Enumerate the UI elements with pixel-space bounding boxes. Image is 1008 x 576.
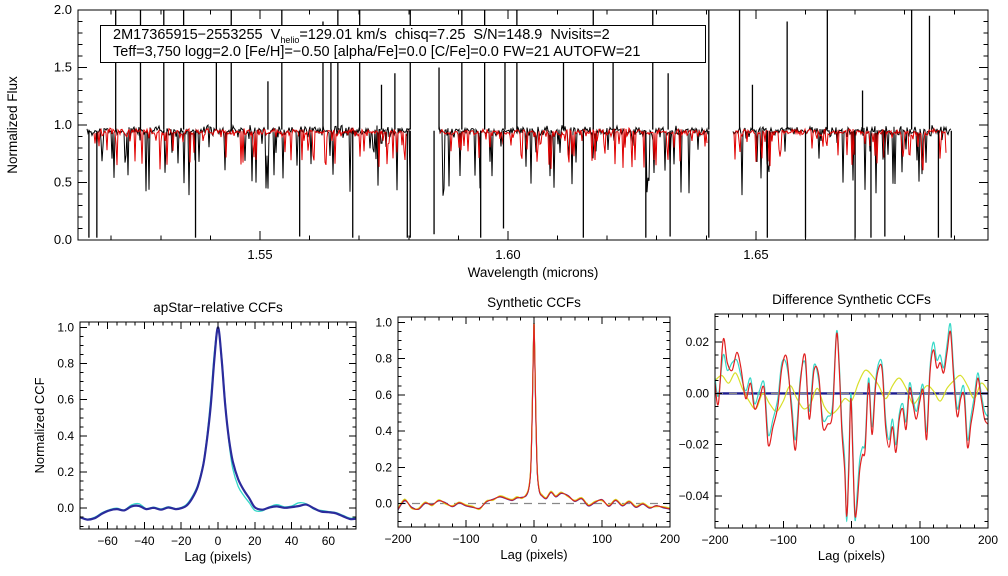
ccf_apstar-labels: −60 −40 −20 0 20 40 60 0.0 0.2 0.4 0.6 0.8 1.0 Lag (p… — [32, 300, 335, 564]
x-tick-label: −60 — [97, 534, 118, 548]
series-diff-cyan — [714, 322, 989, 523]
vhelio-subscript: helio — [280, 34, 300, 45]
y-tick-label: 0.8 — [375, 352, 392, 366]
series-syn-ccf-green — [397, 321, 671, 510]
spectrum-axes — [77, 9, 989, 241]
y-tick-label: 0.2 — [57, 465, 74, 479]
ccf_difference-x-axis-title: Lag (pixels) — [818, 548, 885, 563]
y-tick-label: 0.0 — [57, 501, 74, 515]
y-tick-label: −0.04 — [679, 489, 710, 503]
y-tick-label: 0.8 — [57, 357, 74, 371]
ccf_difference-axes — [714, 313, 989, 529]
x-tick-label: 0 — [215, 534, 222, 548]
x-tick-label: 200 — [660, 532, 680, 546]
series-syn-ccf-red — [397, 321, 671, 510]
ccf_apstar-title: apStar−relative CCFs — [153, 300, 283, 315]
x-tick-label: 1.65 — [743, 247, 768, 262]
info-line-1: 2M17365915−2553255 Vhelio=129.01 km/s ch… — [113, 27, 705, 44]
x-tick-label: −40 — [134, 534, 155, 548]
y-tick-label: 0.6 — [375, 388, 392, 402]
spectrum-y-axis-title: Normalized Flux — [5, 76, 20, 174]
ccf_difference-labels: −200 −100 0 100 200 0.02 0.00 −0.02 −0.04 Lag (pi… — [679, 292, 999, 563]
y-tick-label: 0.0 — [375, 496, 392, 510]
x-tick-label: 1.55 — [247, 247, 272, 262]
y-tick-label: 1.0 — [54, 117, 72, 132]
ccf_apstar-axes — [79, 321, 357, 530]
star-id-and-vhelio: 2M17365915−2553255 V — [113, 27, 281, 43]
ccf_apstar-x-axis-title: Lag (pixels) — [184, 549, 251, 564]
y-tick-label: 0.4 — [375, 424, 392, 438]
y-tick-label: 2.0 — [54, 2, 72, 17]
y-tick-label: 1.5 — [54, 60, 72, 75]
ccf_difference-plot — [714, 322, 989, 523]
info-box: 2M17365915−2553255 Vhelio=129.01 km/s ch… — [100, 25, 706, 63]
info-line-2: Teff=3,750 logg=2.0 [Fe/H]=−0.50 [alpha/… — [113, 43, 641, 60]
x-tick-label: −200 — [384, 532, 411, 546]
y-tick-label: 1.0 — [57, 320, 74, 334]
x-tick-label: −20 — [171, 534, 192, 548]
x-tick-label: −100 — [452, 532, 479, 546]
y-tick-label: −0.02 — [679, 438, 710, 452]
ccf_difference-title: Difference Synthetic CCFs — [772, 292, 931, 307]
y-tick-label: 0.00 — [686, 386, 710, 400]
y-tick-label: 0.2 — [375, 460, 392, 474]
x-tick-label: 100 — [592, 532, 612, 546]
y-tick-label: 0.0 — [54, 232, 72, 247]
spectrum-labels: 1.55 1.60 1.65 0.0 0.5 1.0 1.5 2.0 Wavelength (m… — [5, 2, 769, 280]
y-tick-label: 1.0 — [375, 315, 392, 329]
x-tick-label: −100 — [770, 533, 797, 547]
ccf_synthetic-labels: −200 −100 0 100 200 0.0 0.2 0.4 0.6 0.8 1.0 Lag (pi… — [375, 295, 680, 562]
y-tick-label: 0.02 — [686, 335, 710, 349]
x-tick-label: 1.60 — [495, 247, 520, 262]
ccf_synthetic-axes — [397, 316, 671, 528]
x-tick-label: 100 — [910, 533, 930, 547]
series-ccf-visit — [79, 326, 357, 520]
series-syn-ccf-yellow — [397, 321, 671, 511]
y-tick-label: 0.5 — [54, 175, 72, 190]
series-diff-red — [714, 330, 989, 518]
y-tick-label: 0.6 — [57, 393, 74, 407]
series-syn-ccf-blue — [397, 321, 671, 511]
ccf_synthetic-plot — [397, 321, 671, 511]
x-tick-label: 20 — [248, 534, 262, 548]
spectrum-x-axis-title: Wavelength (microns) — [468, 265, 599, 280]
ccf_apstar-y-axis-title: Normalized CCF — [32, 377, 47, 473]
ccf_synthetic-x-axis-title: Lag (pixels) — [500, 547, 567, 562]
series-synthetic-spectrum — [93, 126, 947, 171]
x-tick-label: 0 — [848, 533, 855, 547]
fit-stats: =129.01 km/s chisq=7.25 S/N=148.9 Nvisit… — [299, 27, 610, 43]
y-tick-label: 0.4 — [57, 429, 74, 443]
x-tick-label: 0 — [531, 532, 538, 546]
x-tick-label: 60 — [322, 534, 336, 548]
x-tick-label: −200 — [701, 533, 728, 547]
series-ccf-combined — [79, 326, 357, 521]
x-tick-label: 200 — [978, 533, 998, 547]
ccf_synthetic-title: Synthetic CCFs — [487, 295, 581, 310]
x-tick-label: 40 — [285, 534, 299, 548]
ccf_apstar-plot — [79, 326, 357, 521]
